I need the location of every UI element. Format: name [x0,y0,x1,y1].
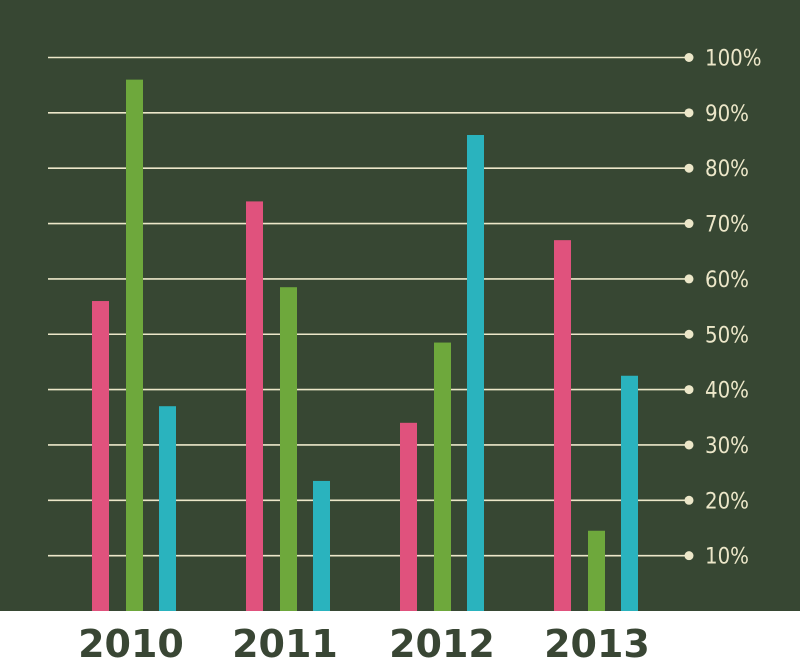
tick-dot [684,329,694,339]
x-axis-labels: 2010 2011 2012 2013 [78,622,650,661]
y-tick-label: 70% [705,213,749,238]
bar-2011-s2 [280,287,297,611]
bars [92,79,638,612]
y-tick-label: 40% [705,379,749,404]
y-tick-label: 100% [705,47,762,72]
tick-dot [684,108,694,118]
tick-dot [684,219,694,229]
bar-2012-s3 [467,134,484,612]
gridlines [48,56,688,557]
y-tick-label: 50% [705,323,749,348]
bar-2010-s2 [126,79,143,611]
tick-dot [684,440,694,450]
tick-dot [684,551,694,561]
tick-dot [684,53,694,62]
x-category-label: 2013 [544,622,650,661]
y-tick-label: 90% [705,102,749,127]
bar-2010-s1 [92,301,109,611]
y-tick-label: 20% [705,489,749,514]
x-category-label: 2010 [78,622,184,661]
y-tick-label: 60% [705,268,749,293]
bar-2012-s1 [400,422,417,611]
y-tick-label: 80% [705,157,749,182]
bar-2011-s3 [313,480,330,611]
y-tick-label: 10% [705,545,749,570]
x-category-label: 2012 [389,622,495,661]
bar-2011-s1 [246,201,263,611]
bar-2012-s2 [434,342,451,611]
x-category-label: 2011 [232,622,338,661]
bar-2013-s1 [554,240,571,611]
y-axis-ticks: 10% 20% 30% 40% 50% 60% 70% 80% 90% 100% [684,47,762,570]
y-tick-label: 30% [705,434,749,459]
tick-dot [684,495,694,505]
bar-2013-s2 [588,530,605,611]
tick-dot [684,274,694,284]
bar-2013-s3 [621,375,638,611]
tick-dot [684,163,694,173]
tick-dot [684,385,694,395]
bar-2010-s3 [159,406,176,611]
